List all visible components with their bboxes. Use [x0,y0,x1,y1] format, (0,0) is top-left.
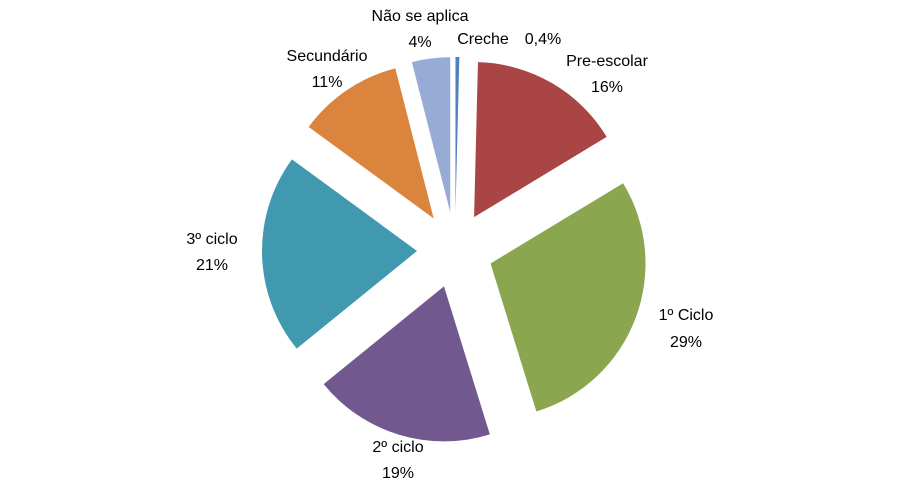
pie-slice [455,57,460,213]
pie-slice [490,183,646,412]
slice-label: Pre-escolar [566,53,648,70]
pie-slice [262,159,418,349]
slice-label: 2º ciclo [372,439,423,456]
slice-label: 3º ciclo [186,231,237,248]
pie-slice [411,57,451,213]
value-label: 16% [591,79,623,96]
value-label: 29% [670,334,702,351]
slice-label: Secundário [287,48,368,65]
value-label: 21% [196,257,228,274]
slice-label: 1º Ciclo [659,307,714,324]
pie-slice [308,68,434,219]
value-label: 4% [408,34,431,51]
value-label: 11% [312,74,343,91]
value-label: 0,4% [525,31,561,48]
pie-slice [474,62,607,218]
slice-label: Creche [457,31,509,48]
pie-slice [323,286,490,442]
slice-label: Não se aplica [372,8,469,25]
value-label: 19% [382,465,414,482]
